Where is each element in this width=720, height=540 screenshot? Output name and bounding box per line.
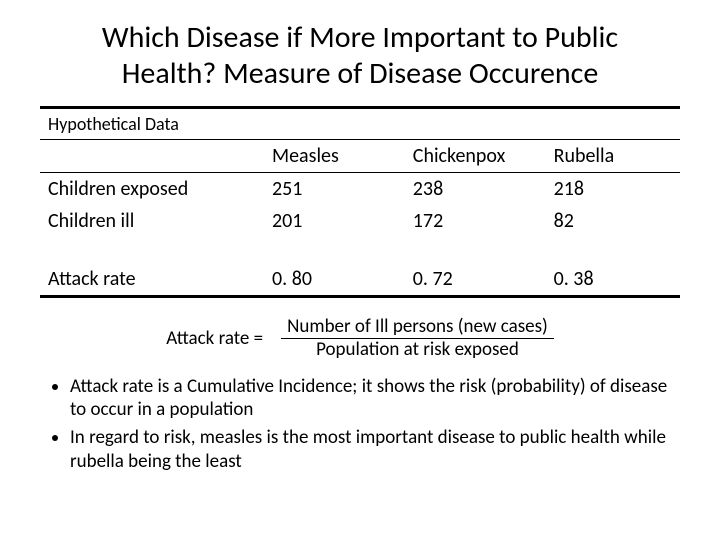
table-header-col3: Rubella xyxy=(546,140,680,173)
cell: 238 xyxy=(405,173,546,206)
slide-title: Which Disease if More Important to Publi… xyxy=(60,20,660,92)
table-header-row: Measles Chickenpox Rubella xyxy=(40,140,680,173)
row-label: Children ill xyxy=(40,205,264,237)
formula-fraction: Number of Ill persons (new cases) Popula… xyxy=(281,316,554,361)
formula-numerator: Number of Ill persons (new cases) xyxy=(281,316,554,339)
list-item: Attack rate is a Cumulative Incidence; i… xyxy=(70,375,680,423)
cell: 0. 38 xyxy=(546,263,680,297)
cell: 0. 72 xyxy=(405,263,546,297)
table-header-col2: Chickenpox xyxy=(405,140,546,173)
data-table: Hypothetical Data Measles Chickenpox Rub… xyxy=(40,106,680,298)
row-label: Attack rate xyxy=(40,263,264,297)
table-row: Children exposed 251 238 218 xyxy=(40,173,680,206)
table-header-col1: Measles xyxy=(264,140,405,173)
cell: 0. 80 xyxy=(264,263,405,297)
table-caption: Hypothetical Data xyxy=(40,108,680,140)
data-table-container: Hypothetical Data Measles Chickenpox Rub… xyxy=(40,106,680,298)
cell: 172 xyxy=(405,205,546,237)
table-summary-row: Attack rate 0. 80 0. 72 0. 38 xyxy=(40,263,680,297)
table-gap-row xyxy=(40,237,680,263)
cell: 82 xyxy=(546,205,680,237)
formula-label: Attack rate = xyxy=(166,327,263,350)
list-item: In regard to risk, measles is the most i… xyxy=(70,426,680,474)
formula: Attack rate = Number of Ill persons (new… xyxy=(30,316,690,361)
table-row: Children ill 201 172 82 xyxy=(40,205,680,237)
cell: 251 xyxy=(264,173,405,206)
cell: 218 xyxy=(546,173,680,206)
bullet-list: Attack rate is a Cumulative Incidence; i… xyxy=(52,375,680,474)
cell: 201 xyxy=(264,205,405,237)
formula-denominator: Population at risk exposed xyxy=(281,339,554,361)
table-caption-row: Hypothetical Data xyxy=(40,108,680,140)
table-header-blank xyxy=(40,140,264,173)
row-label: Children exposed xyxy=(40,173,264,206)
